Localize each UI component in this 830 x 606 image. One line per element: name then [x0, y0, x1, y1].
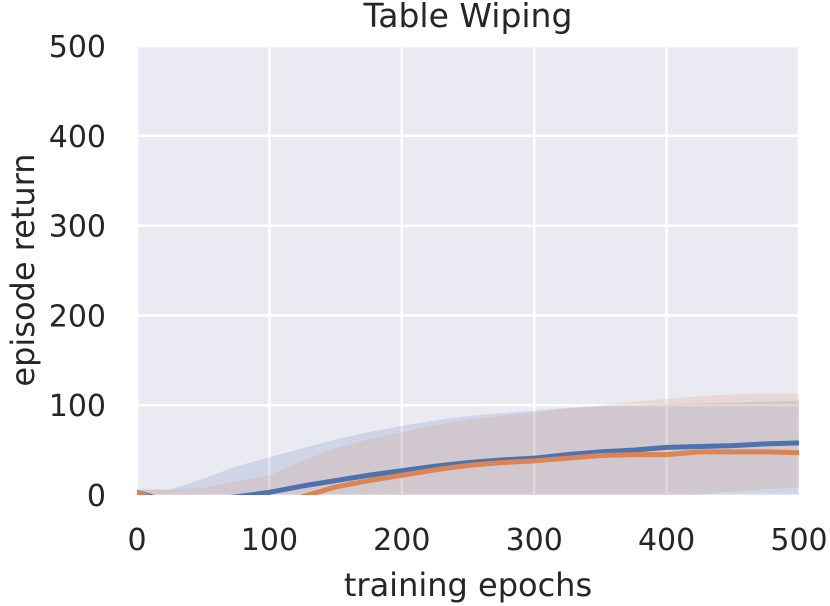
y-tick-labels: 0 100 200 300 400 500: [49, 30, 106, 514]
series-1-band: [137, 400, 799, 495]
y-tick-label: 100: [49, 389, 106, 424]
x-tick-label: 0: [127, 523, 146, 558]
y-tick-label: 500: [49, 30, 106, 65]
x-tick-label: 500: [770, 523, 827, 558]
chart-title: Table Wiping: [363, 0, 573, 35]
series-lines: [137, 440, 799, 495]
series-2-band: [137, 393, 799, 495]
x-tick-label: 300: [506, 523, 563, 558]
y-tick-label: 300: [49, 210, 106, 245]
series-1-line: [137, 440, 799, 495]
y-tick-label: 200: [49, 299, 106, 334]
y-tick-label: 400: [49, 120, 106, 155]
x-tick-labels: 0 100 200 300 400 500: [127, 523, 827, 558]
grid-lines: [135, 44, 801, 497]
x-axis-label: training epochs: [344, 566, 592, 604]
series-2-line: [137, 449, 799, 495]
x-tick-label: 100: [241, 523, 298, 558]
plot-background: [137, 46, 799, 495]
confidence-bands: [137, 393, 799, 495]
x-tick-label: 400: [638, 523, 695, 558]
y-tick-label: 0: [87, 479, 106, 514]
x-tick-label: 200: [373, 523, 430, 558]
y-axis-label: episode return: [4, 153, 42, 386]
